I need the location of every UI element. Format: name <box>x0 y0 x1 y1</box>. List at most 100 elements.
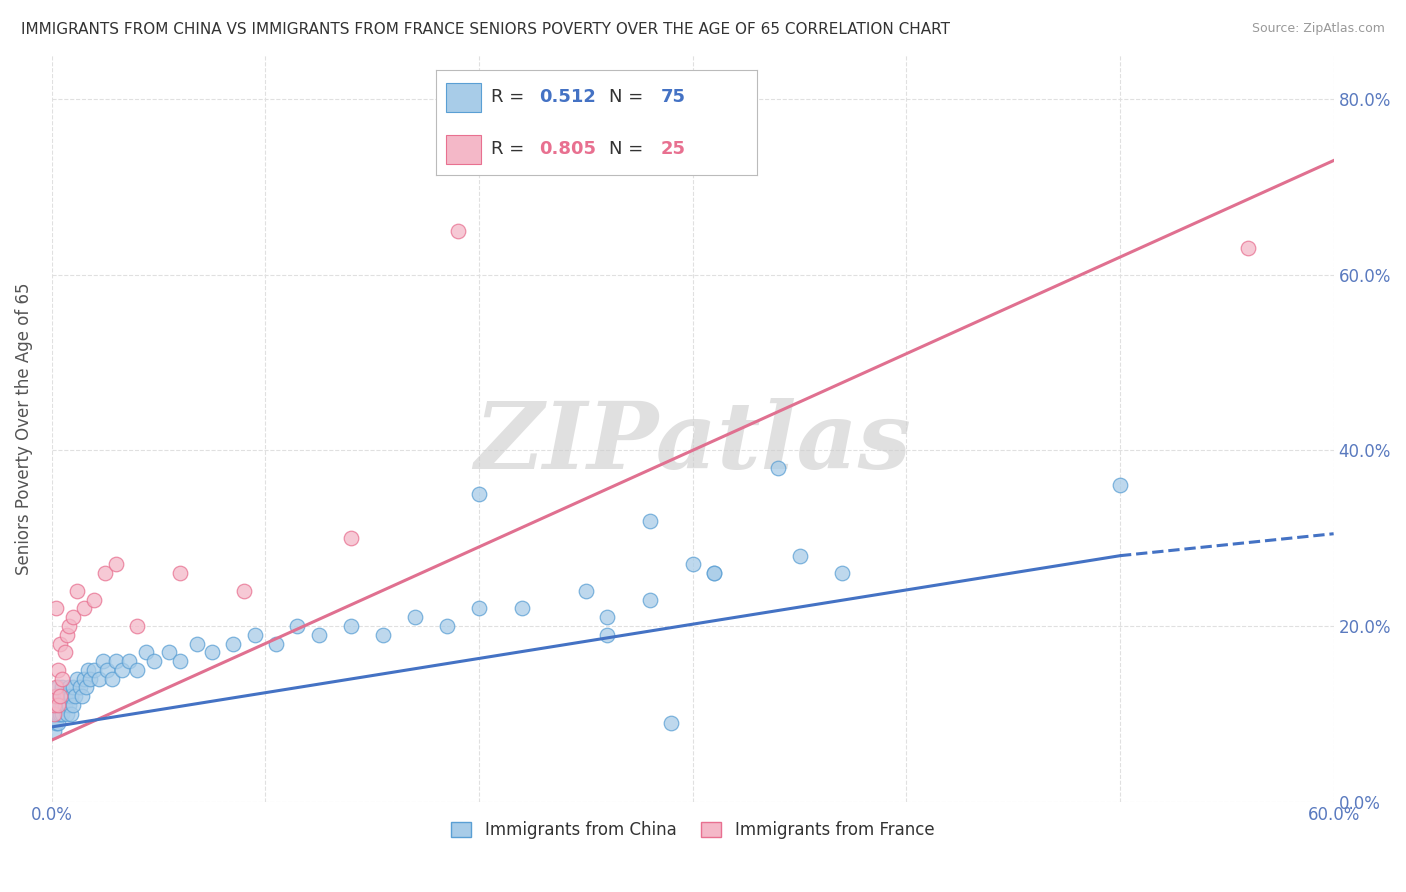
Point <box>111 663 134 677</box>
Point <box>264 636 287 650</box>
Point <box>75 681 97 695</box>
Point <box>233 583 256 598</box>
Point <box>143 654 166 668</box>
Point <box>596 610 619 624</box>
Point <box>62 681 84 695</box>
Point <box>49 706 72 721</box>
Point <box>104 654 127 668</box>
Point <box>53 645 76 659</box>
Point <box>169 566 191 581</box>
Point <box>66 583 89 598</box>
Point <box>436 619 458 633</box>
Point <box>42 698 65 712</box>
Point <box>58 681 80 695</box>
Point <box>703 566 725 581</box>
Point <box>46 663 69 677</box>
Point <box>371 628 394 642</box>
Point <box>789 549 811 563</box>
Point <box>51 672 73 686</box>
Point <box>51 681 73 695</box>
Point <box>243 628 266 642</box>
Point <box>62 698 84 712</box>
Point <box>87 672 110 686</box>
Point <box>308 628 330 642</box>
Point <box>94 566 117 581</box>
Point <box>53 689 76 703</box>
Point <box>100 672 122 686</box>
Point <box>51 706 73 721</box>
Point <box>104 558 127 572</box>
Text: IMMIGRANTS FROM CHINA VS IMMIGRANTS FROM FRANCE SENIORS POVERTY OVER THE AGE OF : IMMIGRANTS FROM CHINA VS IMMIGRANTS FROM… <box>21 22 950 37</box>
Point <box>127 663 149 677</box>
Point <box>1109 478 1132 492</box>
Point <box>127 619 149 633</box>
Point <box>340 619 363 633</box>
Point <box>49 689 72 703</box>
Point <box>45 601 67 615</box>
Point <box>682 558 704 572</box>
Point <box>53 698 76 712</box>
Point <box>83 663 105 677</box>
Point <box>55 706 77 721</box>
Point <box>42 698 65 712</box>
Point <box>703 566 725 581</box>
Text: Source: ZipAtlas.com: Source: ZipAtlas.com <box>1251 22 1385 36</box>
Point <box>287 619 309 633</box>
Point <box>118 654 141 668</box>
Point <box>55 689 77 703</box>
Point <box>766 461 789 475</box>
Point <box>45 689 67 703</box>
Point <box>638 514 661 528</box>
Point <box>46 698 69 712</box>
Point <box>169 654 191 668</box>
Point <box>58 619 80 633</box>
Point <box>46 706 69 721</box>
Point <box>201 645 224 659</box>
Point <box>70 689 93 703</box>
Point <box>49 636 72 650</box>
Point <box>77 663 100 677</box>
Point <box>1237 241 1260 255</box>
Point <box>45 706 67 721</box>
Point <box>91 654 114 668</box>
Point <box>157 645 180 659</box>
Point <box>135 645 157 659</box>
Point <box>222 636 245 650</box>
Point <box>42 706 65 721</box>
Point <box>96 663 118 677</box>
Point <box>59 706 82 721</box>
Text: ZIPatlas: ZIPatlas <box>474 399 911 488</box>
Point <box>46 715 69 730</box>
Point <box>59 689 82 703</box>
Point <box>49 689 72 703</box>
Point <box>45 681 67 695</box>
Point <box>340 531 363 545</box>
Point <box>73 672 96 686</box>
Y-axis label: Seniors Poverty Over the Age of 65: Seniors Poverty Over the Age of 65 <box>15 282 32 574</box>
Point <box>62 610 84 624</box>
Point <box>45 689 67 703</box>
Point <box>51 698 73 712</box>
Point <box>65 689 87 703</box>
Point <box>468 601 491 615</box>
Point <box>66 672 89 686</box>
Point <box>45 698 67 712</box>
Point <box>42 706 65 721</box>
Point <box>659 715 682 730</box>
Point <box>510 601 533 615</box>
Point <box>186 636 208 650</box>
Point <box>69 681 91 695</box>
Point <box>79 672 101 686</box>
Point <box>58 698 80 712</box>
Point <box>46 698 69 712</box>
Point <box>83 592 105 607</box>
Point <box>46 681 69 695</box>
Point <box>42 724 65 739</box>
Point <box>404 610 426 624</box>
Point <box>447 224 470 238</box>
Point <box>831 566 853 581</box>
Legend: Immigrants from China, Immigrants from France: Immigrants from China, Immigrants from F… <box>444 814 941 846</box>
Point <box>73 601 96 615</box>
Point <box>468 487 491 501</box>
Point <box>638 592 661 607</box>
